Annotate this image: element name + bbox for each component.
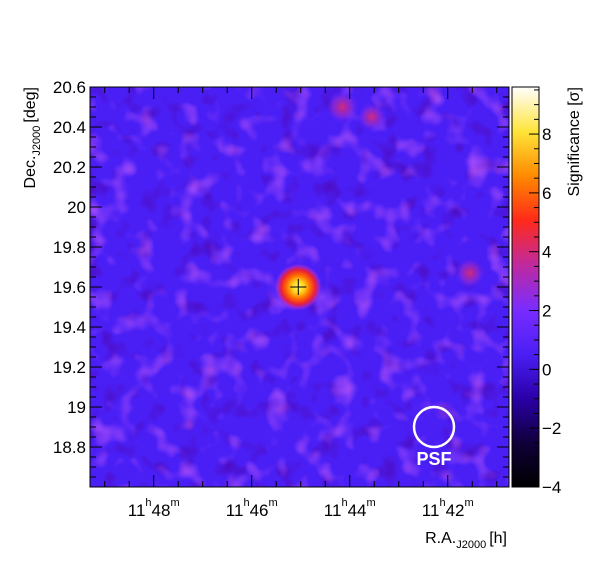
colorbar-tick-label: 6	[542, 184, 551, 203]
colorbar-axis: −4 −2 0 2 4 6 8	[529, 89, 561, 497]
y-tick-label: 19.4	[53, 318, 86, 337]
x-tick-label: 11h48m	[128, 497, 180, 520]
source-position-cross-icon	[290, 279, 307, 295]
x-tick-label: 11h42m	[422, 497, 474, 520]
y-axis: 18.8 19 19.2 19.4 19.6 19.8 20 20.2 20.4 20.6	[53, 78, 509, 488]
warm-spot-2	[454, 258, 485, 288]
psf-circle	[412, 405, 456, 449]
colorbar-tick-label: −4	[542, 478, 561, 497]
y-tick-label: 19.2	[53, 358, 86, 377]
y-tick-label: 20.6	[53, 78, 86, 97]
x-tick-label: 11h44m	[324, 497, 376, 520]
y-tick-label: 20	[67, 198, 86, 217]
x-tick-label: 11h46m	[226, 497, 278, 520]
x-axis: 11h48m 11h46m 11h44m 11h42m	[104, 87, 498, 520]
y-axis-title: Dec.J2000[deg]	[22, 87, 43, 188]
y-tick-label: 18.8	[53, 438, 86, 457]
colorbar	[511, 86, 540, 488]
colorbar-tick-label: 8	[542, 125, 551, 144]
x-axis-title: R.A.J2000 [h]	[425, 530, 507, 551]
colorbar-title: Significance [σ]	[566, 87, 583, 196]
warm-spot-0	[325, 90, 359, 124]
warm-spot-1	[357, 102, 387, 132]
colorbar-tick-label: 2	[542, 302, 551, 321]
y-tick-label: 19.6	[53, 278, 86, 297]
colorbar-tick-label: −2	[542, 419, 561, 438]
colorbar-tick-label: 0	[542, 360, 551, 379]
y-tick-label: 19	[67, 398, 86, 417]
y-tick-label: 20.4	[53, 118, 86, 137]
plot-area: PSF	[90, 87, 509, 487]
y-tick-label: 19.8	[53, 238, 86, 257]
y-tick-label: 20.2	[53, 158, 86, 177]
colorbar-tick-label: 4	[542, 243, 551, 262]
psf-label: PSF	[417, 449, 452, 469]
